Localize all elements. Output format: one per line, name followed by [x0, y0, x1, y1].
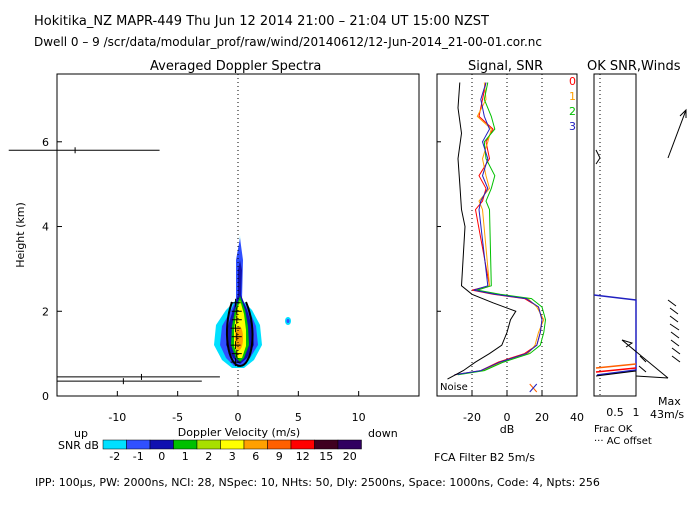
ok-frame [593, 73, 637, 397]
spectrum-echo-core [286, 319, 290, 323]
ok-body [593, 74, 687, 396]
colorbar-swatch [126, 439, 151, 450]
spectra-xtick-label: 0 [235, 411, 242, 424]
colorbar-swatch [220, 439, 245, 450]
wind-vector [669, 323, 680, 331]
wind-vector [671, 355, 681, 363]
ac-offset-label: ··· AC offset [594, 436, 652, 447]
colorbar-swatch [102, 439, 127, 450]
header-title: Hokitika_NZ MAPR-449 Thu Jun 12 2014 21:… [34, 14, 489, 29]
spectra-xlabel: Doppler Velocity (m/s) [178, 426, 300, 439]
series-label-1: 1 [569, 90, 576, 103]
wind-vector [670, 339, 680, 347]
snr-xtick-label: 0 [504, 411, 511, 424]
spectrum-contour-orange [235, 326, 243, 350]
max-speed-label: 43m/s [650, 408, 684, 421]
spectra-ytick-label: 2 [42, 305, 49, 318]
spectra-body [214, 74, 291, 396]
snr-series-noise [447, 82, 517, 380]
spectra-ylabel: Height (km) [14, 202, 27, 268]
wind-vector [671, 347, 681, 355]
colorbar-swatch [290, 439, 315, 450]
wind-vector [667, 109, 687, 159]
colorbar-swatch [337, 439, 362, 450]
frac-ok-label: Frac OK [594, 424, 633, 435]
snr-series-1 [456, 82, 545, 376]
colorbar-tick-label: -1 [133, 450, 144, 463]
snr-xtick-label: 40 [570, 411, 584, 424]
snr-title: Signal, SNR [468, 59, 543, 74]
spectra-ytick-label: 0 [42, 390, 49, 403]
wind-vector [638, 365, 647, 373]
wind-vector [667, 299, 677, 307]
snr-marker [529, 383, 538, 393]
snr-series-3 [454, 82, 543, 376]
colorbar-tick-label: 9 [276, 450, 283, 463]
colorbar-tick-label: 1 [182, 450, 189, 463]
colorbar-swatch [243, 439, 268, 450]
spectra-ytick-label: 4 [42, 221, 49, 234]
spectra-xtick-label: -5 [172, 411, 183, 424]
wind-arrowhead [679, 108, 687, 118]
frac-ok-tick-upper [595, 149, 601, 165]
colorbar-tick-label: 6 [252, 450, 259, 463]
spectra-down-note: down [368, 427, 398, 440]
header-subtitle: Dwell 0 – 9 /scr/data/modular_prof/raw/w… [34, 35, 542, 49]
ok-xtick-1: 1 [633, 406, 640, 419]
snr-body [447, 74, 547, 396]
ok-xtick-05: 0.5 [606, 406, 624, 419]
colorbar-tick-label: 0 [158, 450, 165, 463]
spectra-ytick-label: 6 [42, 136, 49, 149]
snr-series-2 [457, 82, 547, 376]
colorbar-tick-label: 15 [319, 450, 333, 463]
frac-ok-line-0 [595, 367, 637, 373]
series-label-3: 3 [569, 120, 576, 133]
snr-xtick-label: 20 [535, 411, 549, 424]
frac-ok-line-total [595, 370, 637, 377]
snr-xlabel: dB [500, 423, 515, 436]
spectra-xtick-label: -10 [108, 411, 126, 424]
colorbar-tick-label: -2 [109, 450, 120, 463]
colorbar-swatch [196, 439, 221, 450]
colorbar: -2 -1 0 1 2 3 6 9 12 15 20 [102, 439, 362, 463]
spectra-xtick-label: 5 [295, 411, 302, 424]
frac-ok-line-3 [593, 294, 637, 376]
spectra-xtick-label: 10 [352, 411, 366, 424]
spectra-up-note: up [74, 427, 88, 440]
colorbar-tick-label: 12 [296, 450, 310, 463]
wind-vector [635, 375, 669, 379]
colorbar-tick-label: 3 [229, 450, 236, 463]
wind-arrowhead [621, 339, 634, 348]
colorbar-tick-label: 20 [343, 450, 357, 463]
spectra-title: Averaged Doppler Spectra [150, 59, 321, 74]
ok-title: OK SNR,Winds [587, 59, 681, 74]
wind-vector [669, 315, 679, 323]
colorbar-label: SNR dB [58, 439, 99, 452]
footer-params: IPP: 100μs, PW: 2000ns, NCI: 28, NSpec: … [35, 476, 600, 489]
max-label: Max [658, 395, 681, 408]
snr-xtick-label: -20 [463, 411, 481, 424]
series-label-2: 2 [569, 105, 576, 118]
frac-ok-line-1 [595, 363, 637, 369]
series-label-0: 0 [569, 75, 576, 88]
colorbar-tick-label: 2 [205, 450, 212, 463]
snr-series-0 [454, 82, 543, 376]
noise-label: Noise [440, 382, 468, 393]
filter-label: FCA Filter B2 5m/s [434, 451, 535, 464]
colorbar-swatch [149, 439, 174, 450]
wind-vector [621, 339, 669, 379]
colorbar-swatch [267, 439, 292, 450]
colorbar-swatch [314, 439, 339, 450]
wind-vector [670, 331, 680, 339]
wind-vector [639, 355, 647, 363]
spectrum-outline [225, 301, 254, 368]
wind-vector [669, 307, 679, 315]
colorbar-swatch [173, 439, 198, 450]
